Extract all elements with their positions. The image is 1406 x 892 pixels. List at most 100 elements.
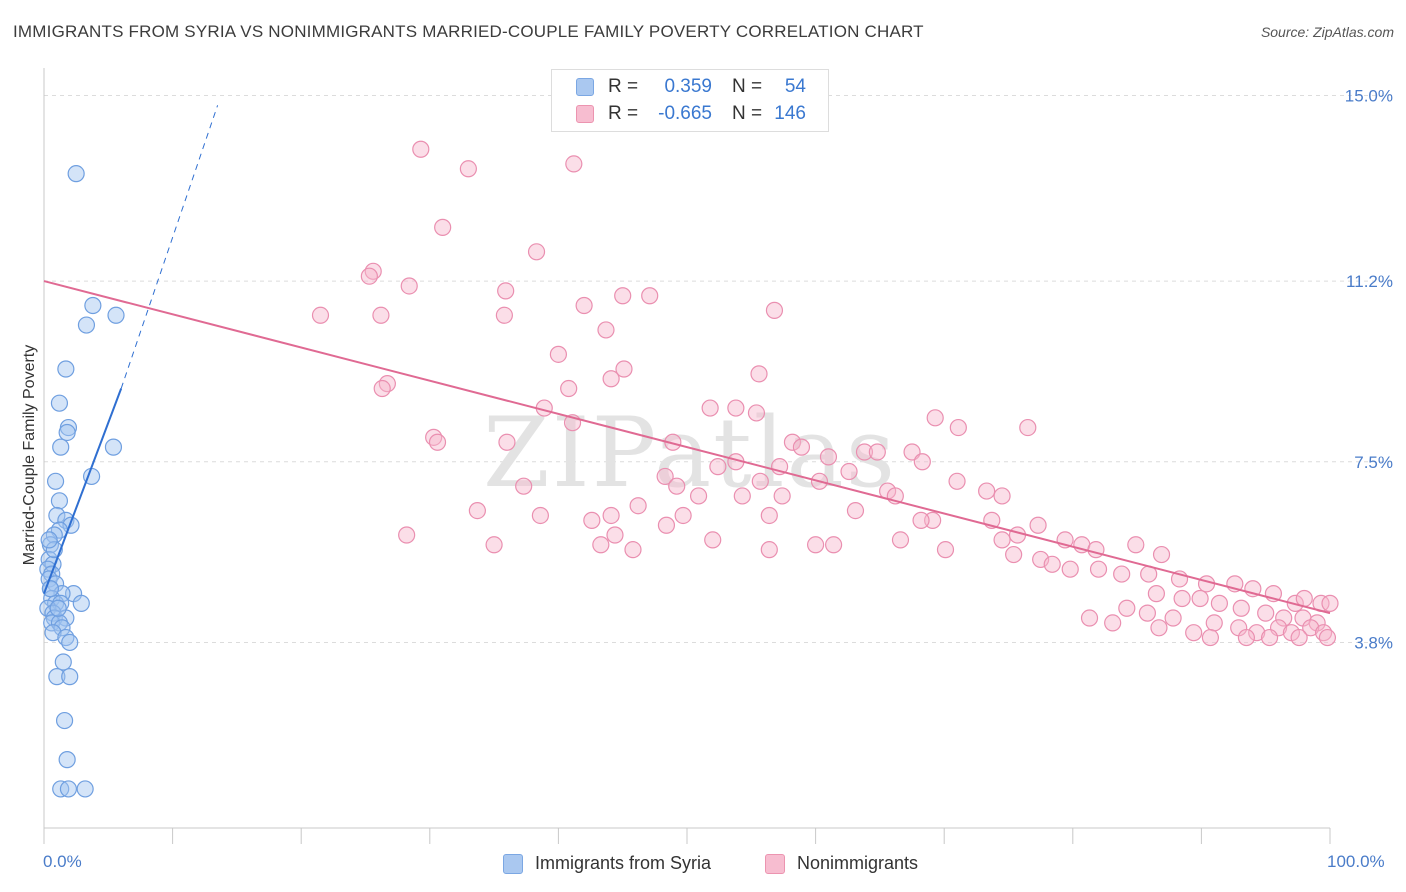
nonimmigrants-point xyxy=(614,287,632,305)
syria-trend-line xyxy=(43,388,123,594)
syria-point xyxy=(52,438,70,456)
nonimmigrants-point xyxy=(602,506,620,525)
nonimmigrants-point xyxy=(689,487,708,505)
nonimmigrants-point xyxy=(1205,614,1223,632)
nonimmigrants-point xyxy=(1191,589,1209,608)
nonimmigrants-point xyxy=(1290,628,1308,647)
syria-point xyxy=(58,423,76,442)
syria-point xyxy=(104,438,123,456)
nonimmigrants-point xyxy=(531,506,549,525)
nonimmigrants-point xyxy=(760,541,778,559)
nonimmigrants-point xyxy=(1164,609,1182,627)
syria-point xyxy=(77,316,96,334)
grid-lines xyxy=(44,95,1392,643)
x-tick-min: 0.0% xyxy=(43,852,82,871)
nonimmigrants-point xyxy=(459,160,477,178)
nonimmigrants-point xyxy=(1275,609,1293,627)
syria-point xyxy=(58,751,76,769)
nonimmigrants-point xyxy=(549,345,568,363)
legend-swatch-syria xyxy=(576,78,594,96)
nonimmigrants-point xyxy=(1201,628,1220,647)
nonimmigrants-trend-line xyxy=(43,280,1331,615)
nonimmigrants-point xyxy=(926,409,944,427)
syria-point xyxy=(45,526,63,544)
syria-points xyxy=(39,165,125,798)
chart-title: IMMIGRANTS FROM SYRIA VS NONIMMIGRANTS M… xyxy=(13,22,924,41)
nonimmigrants-point xyxy=(565,155,583,173)
nonimmigrants-point xyxy=(560,379,578,398)
nonimmigrants-point xyxy=(783,433,802,451)
nonimmigrants-point xyxy=(727,399,745,417)
legend-r-label: R = xyxy=(608,76,639,97)
nonimmigrants-point xyxy=(602,370,620,388)
legend-label-syria: Immigrants from Syria xyxy=(535,853,712,873)
legend-row-nonimmigrants: R = -0.665 N = 146 xyxy=(576,103,806,125)
nonimmigrants-point xyxy=(629,497,647,515)
nonimmigrants-point xyxy=(1005,545,1023,564)
syria-point xyxy=(44,624,62,642)
nonimmigrants-point xyxy=(1043,555,1061,573)
nonimmigrants-point xyxy=(978,482,996,500)
nonimmigrants-point xyxy=(806,536,825,554)
nonimmigrants-point xyxy=(1019,418,1037,437)
syria-point xyxy=(57,360,75,378)
nonimmigrants-point xyxy=(1113,565,1131,583)
syria-point xyxy=(59,780,78,798)
syria-point xyxy=(61,633,79,652)
syria-trend-extension xyxy=(120,105,219,389)
syria-point xyxy=(46,472,65,490)
legend-item-nonimmigrants[interactable]: Nonimmigrants xyxy=(765,853,918,874)
nonimmigrants-point xyxy=(657,516,676,534)
nonimmigrants-point xyxy=(913,453,931,471)
nonimmigrants-point xyxy=(527,243,546,261)
nonimmigrants-point xyxy=(751,472,769,490)
nonimmigrants-point xyxy=(912,511,930,529)
nonimmigrants-point xyxy=(583,511,601,529)
nonimmigrants-point xyxy=(750,365,768,383)
nonimmigrants-point xyxy=(949,418,967,437)
nonimmigrants-point xyxy=(468,501,486,520)
nonimmigrants-point xyxy=(1118,599,1136,617)
legend-row-syria: R = 0.359 N = 54 xyxy=(576,76,806,98)
legend-swatch-nonimmigrants xyxy=(576,105,594,123)
nonimmigrants-point xyxy=(936,541,955,559)
nonimmigrants-point xyxy=(993,531,1011,549)
nonimmigrants-point xyxy=(760,506,778,525)
legend-n-value: 54 xyxy=(784,76,806,97)
nonimmigrants-point xyxy=(1302,619,1320,637)
nonimmigrants-point xyxy=(1185,624,1203,642)
y-tick-label: 3.8% xyxy=(1354,633,1393,652)
syria-point xyxy=(48,506,66,525)
nonimmigrants-point xyxy=(1173,589,1191,608)
nonimmigrants-point xyxy=(575,296,593,315)
nonimmigrants-point xyxy=(1232,599,1250,617)
nonimmigrants-point xyxy=(846,501,865,520)
nonimmigrants-point xyxy=(1248,624,1266,642)
nonimmigrants-point xyxy=(1061,560,1079,578)
syria-point xyxy=(76,780,94,798)
nonimmigrants-point xyxy=(372,306,390,324)
legend-r-value: -0.665 xyxy=(658,103,712,124)
nonimmigrants-point xyxy=(606,526,624,544)
nonimmigrants-point xyxy=(1318,628,1337,647)
nonimmigrants-point xyxy=(1104,614,1122,632)
nonimmigrants-point xyxy=(378,375,396,393)
nonimmigrants-point xyxy=(641,287,659,305)
syria-point xyxy=(61,668,79,686)
nonimmigrants-point xyxy=(819,448,838,466)
nonimmigrants-point xyxy=(428,433,447,451)
nonimmigrants-point xyxy=(840,462,858,481)
syria-point xyxy=(50,394,69,412)
legend-item-syria[interactable]: Immigrants from Syria xyxy=(503,853,711,874)
nonimmigrants-point xyxy=(656,467,674,486)
nonimmigrants-point xyxy=(1089,560,1108,578)
nonimmigrants-point xyxy=(495,306,513,324)
nonimmigrants-point xyxy=(792,438,811,456)
nonimmigrants-point xyxy=(1260,628,1279,647)
syria-point xyxy=(49,599,67,617)
nonimmigrants-point xyxy=(1138,604,1156,622)
y-tick-labels: 3.8% 7.5% 11.2% 15.0% xyxy=(1345,87,1393,653)
syria-point xyxy=(48,668,66,686)
y-tick-label: 11.2% xyxy=(1346,272,1393,291)
legend-r-label: R = xyxy=(608,103,639,124)
